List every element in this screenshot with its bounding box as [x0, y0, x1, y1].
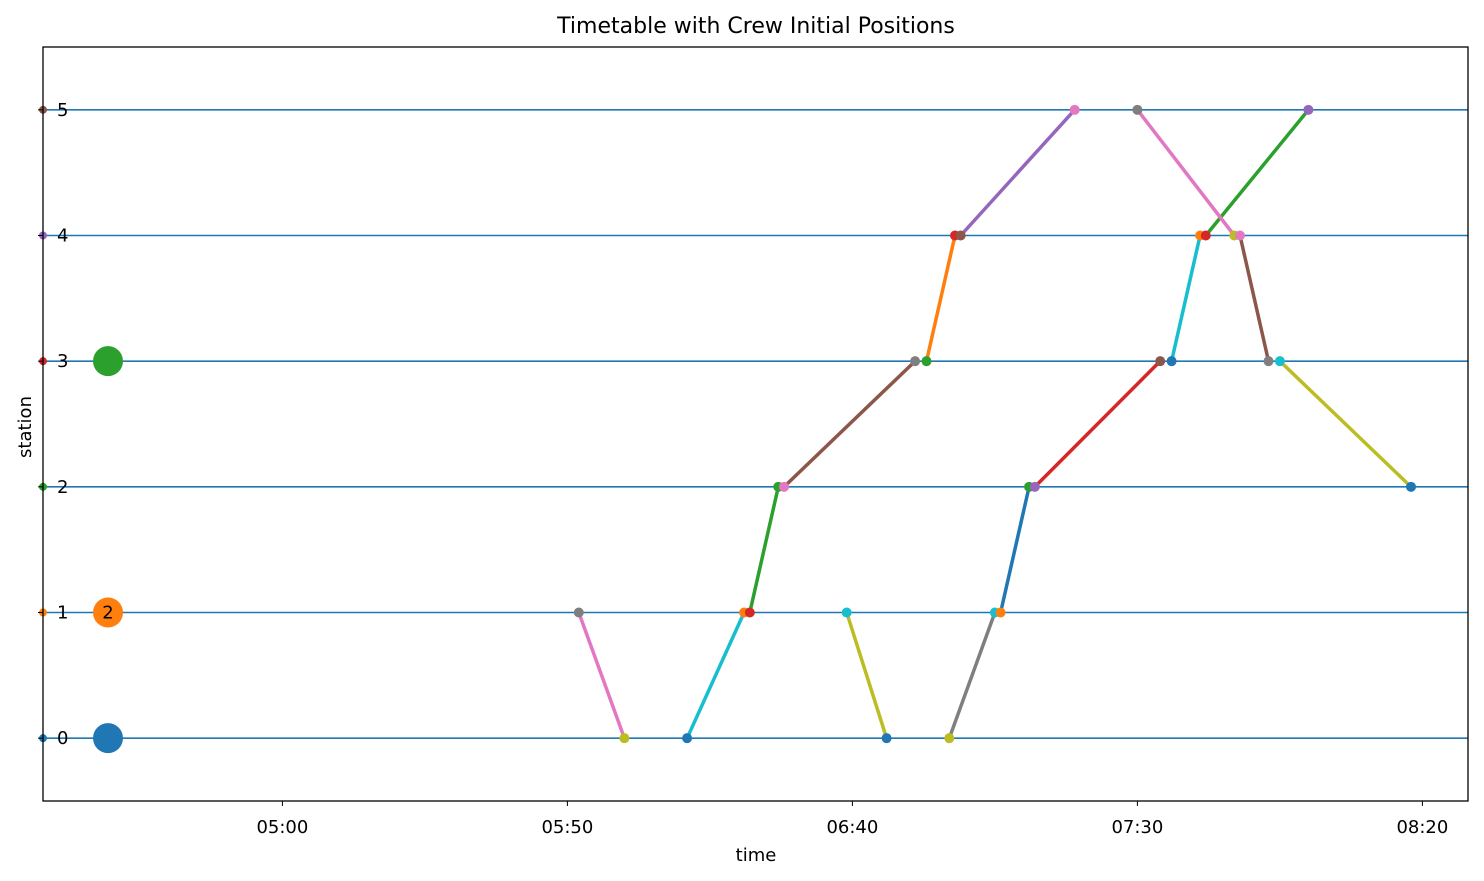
- stop-marker: [573, 607, 584, 618]
- trip-segment: [924, 233, 957, 363]
- trip-segment: [958, 108, 1077, 238]
- plot-frame: [42, 46, 1469, 802]
- trip-segment: [685, 610, 746, 740]
- x-tick-label: 05:50: [541, 817, 593, 838]
- crew-count-label: 2: [102, 603, 113, 624]
- trip-segment: [1135, 108, 1237, 238]
- stop-marker: [1155, 356, 1166, 367]
- stop-marker: [910, 356, 921, 367]
- trip-segment: [1169, 233, 1202, 363]
- stop-marker: [1235, 230, 1245, 241]
- trip-segment: [947, 610, 997, 740]
- y-tick-label: 3: [57, 351, 68, 372]
- y-tick-label: 5: [57, 100, 68, 121]
- trip-segment: [1238, 233, 1271, 363]
- stop-marker: [995, 607, 1006, 618]
- x-tick-label: 07:30: [1111, 817, 1163, 838]
- stop-marker: [944, 733, 955, 744]
- axis-ticks: 0 1 2 3 4 5 05:00 05:50 06:40 07:30 08:20: [38, 100, 1448, 838]
- trip-segment: [1033, 359, 1162, 489]
- stop-markers: [39, 104, 1416, 744]
- trip-segment: [577, 610, 627, 740]
- stop-marker: [1263, 356, 1274, 367]
- stop-marker: [1406, 481, 1416, 492]
- stop-marker: [1069, 104, 1080, 115]
- stop-marker: [1274, 356, 1285, 367]
- x-tick-label: 05:00: [256, 817, 308, 838]
- trip-segment: [1204, 108, 1311, 238]
- stop-marker: [881, 733, 892, 744]
- x-tick-label: 06:40: [826, 817, 878, 838]
- trip-segments: [577, 108, 1413, 740]
- crew-position-marker: [93, 723, 123, 754]
- y-axis-label: station: [15, 396, 36, 458]
- x-tick-label: 08:20: [1396, 817, 1448, 838]
- trip-segment: [998, 485, 1031, 615]
- trip-segment: [1278, 359, 1413, 489]
- trip-segment: [782, 359, 917, 489]
- stop-marker: [1132, 104, 1143, 115]
- stop-marker: [841, 607, 852, 618]
- x-axis-label: time: [736, 845, 777, 866]
- y-tick-label: 4: [57, 226, 68, 247]
- stop-marker: [682, 733, 693, 744]
- trip-segment: [748, 485, 781, 615]
- crew-initial-positions: 2: [93, 346, 123, 754]
- stop-marker: [1029, 481, 1040, 492]
- trip-segment: [844, 610, 889, 740]
- crew-position-marker: [93, 597, 123, 628]
- stop-marker: [1200, 230, 1211, 241]
- y-tick-label: 1: [57, 603, 68, 624]
- stop-marker: [744, 607, 755, 618]
- chart-title: Timetable with Crew Initial Positions: [556, 14, 955, 39]
- stop-marker: [1303, 104, 1314, 115]
- stop-marker: [921, 356, 932, 367]
- y-tick-label: 2: [57, 477, 68, 498]
- crew-position-marker: [93, 346, 123, 377]
- station-gridlines: [43, 109, 1468, 739]
- stop-marker: [619, 733, 630, 744]
- y-tick-label: 0: [57, 728, 68, 749]
- stop-marker: [1166, 356, 1177, 367]
- stop-marker: [955, 230, 966, 241]
- stop-marker: [779, 481, 789, 492]
